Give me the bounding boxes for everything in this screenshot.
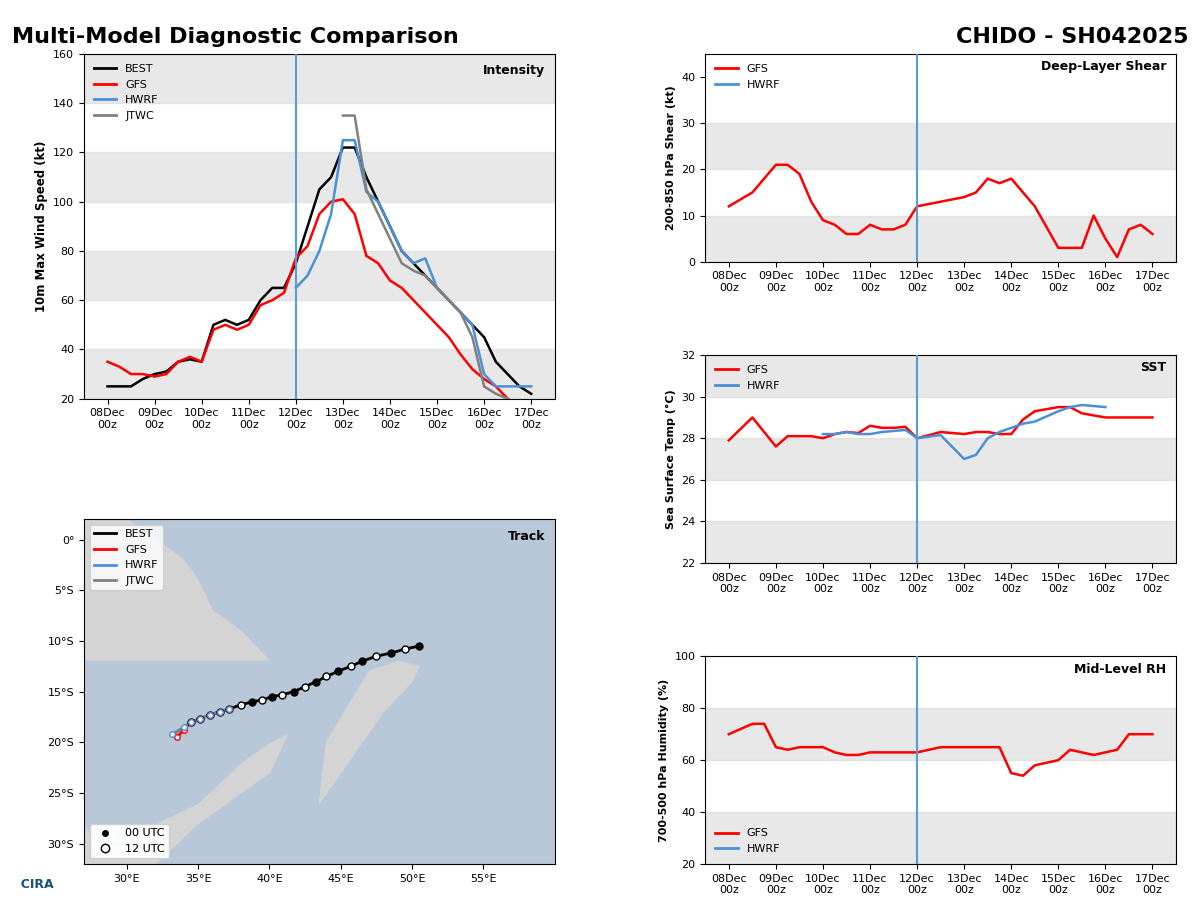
Y-axis label: Sea Surface Temp (°C): Sea Surface Temp (°C): [666, 389, 676, 529]
Polygon shape: [319, 662, 419, 803]
Bar: [706, 215, 1176, 262]
Text: Deep-Layer Shear: Deep-Layer Shear: [1042, 60, 1166, 73]
Y-axis label: 200-850 hPa Shear (kt): 200-850 hPa Shear (kt): [666, 86, 676, 230]
Bar: [706, 356, 1176, 397]
Text: SST: SST: [1140, 362, 1166, 374]
Bar: [706, 708, 1176, 760]
Y-axis label: 10m Max Wind Speed (kt): 10m Max Wind Speed (kt): [35, 140, 48, 312]
Legend: GFS, HWRF: GFS, HWRF: [710, 59, 785, 94]
Legend: BEST, GFS, HWRF, JTWC: BEST, GFS, HWRF, JTWC: [90, 525, 163, 590]
Text: CHIDO - SH042025: CHIDO - SH042025: [955, 27, 1188, 47]
Bar: [84, 349, 554, 399]
Bar: [84, 54, 554, 104]
Bar: [84, 251, 554, 301]
Bar: [706, 438, 1176, 480]
Y-axis label: 700-500 hPa Humidity (%): 700-500 hPa Humidity (%): [659, 679, 670, 842]
Polygon shape: [84, 662, 312, 843]
Bar: [706, 521, 1176, 562]
Text: CIRA: CIRA: [12, 878, 54, 891]
Legend: GFS, HWRF: GFS, HWRF: [710, 361, 785, 395]
Bar: [706, 123, 1176, 169]
Legend: GFS, HWRF: GFS, HWRF: [710, 824, 785, 859]
Bar: [84, 152, 554, 202]
Text: Track: Track: [508, 530, 545, 543]
Text: Intensity: Intensity: [484, 64, 545, 77]
Bar: [706, 812, 1176, 864]
Text: Multi-Model Diagnostic Comparison: Multi-Model Diagnostic Comparison: [12, 27, 458, 47]
Polygon shape: [84, 519, 298, 864]
Legend: BEST, GFS, HWRF, JTWC: BEST, GFS, HWRF, JTWC: [90, 59, 163, 125]
Text: Mid-Level RH: Mid-Level RH: [1074, 662, 1166, 676]
